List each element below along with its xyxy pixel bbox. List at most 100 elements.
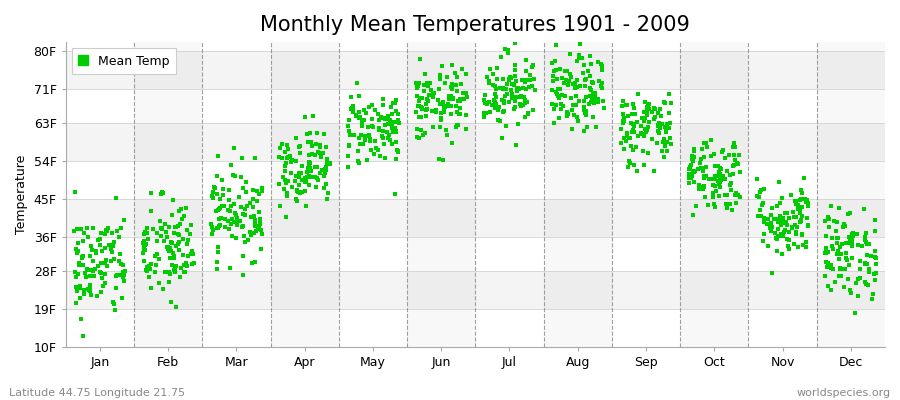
Point <box>278 163 293 169</box>
Point <box>859 260 873 267</box>
Point <box>697 140 711 146</box>
Point <box>308 152 322 158</box>
Point <box>361 124 375 130</box>
Point <box>824 235 839 242</box>
Point <box>355 122 369 129</box>
Point <box>570 58 584 64</box>
Point <box>821 260 835 266</box>
Point <box>295 162 310 169</box>
Point <box>696 186 710 192</box>
Point <box>843 290 858 296</box>
Point <box>416 132 430 138</box>
Point <box>622 134 636 141</box>
Point <box>626 147 640 154</box>
Point <box>724 206 739 213</box>
Point <box>428 107 443 113</box>
Point <box>842 286 857 293</box>
Point <box>659 126 673 132</box>
Point <box>867 271 881 278</box>
Point <box>86 247 100 254</box>
Point <box>616 111 631 118</box>
Point <box>308 164 322 170</box>
Point <box>412 56 427 63</box>
Point <box>751 212 765 219</box>
Point <box>236 185 250 191</box>
Point <box>273 203 287 209</box>
Point <box>572 83 587 89</box>
Point <box>660 148 674 154</box>
Point <box>712 178 726 185</box>
Point <box>341 164 356 170</box>
Point <box>785 225 799 231</box>
Point <box>420 96 435 102</box>
Point <box>700 144 715 150</box>
Bar <box>202 42 271 347</box>
Point <box>819 259 833 265</box>
Point <box>171 223 185 229</box>
Point <box>720 192 734 198</box>
Point <box>730 160 744 166</box>
Point <box>788 198 802 204</box>
Point <box>98 245 112 251</box>
Point <box>763 225 778 232</box>
Point <box>831 218 845 225</box>
Point <box>842 237 857 244</box>
Point <box>496 86 510 92</box>
Point <box>78 274 93 280</box>
Point <box>624 143 638 150</box>
Point <box>100 228 114 235</box>
Point <box>317 173 331 180</box>
Point <box>81 286 95 292</box>
Point <box>76 253 91 259</box>
Point <box>756 219 770 225</box>
Point <box>289 173 303 179</box>
Point <box>789 224 804 231</box>
Point <box>594 85 608 91</box>
Point <box>626 127 641 133</box>
Point <box>138 247 152 254</box>
Point <box>682 175 697 181</box>
Point <box>439 127 454 133</box>
Point <box>246 196 260 202</box>
Point <box>652 120 667 127</box>
Point <box>237 232 251 239</box>
Point <box>168 243 183 249</box>
Point <box>868 277 882 283</box>
Point <box>209 208 223 214</box>
Point <box>248 259 263 265</box>
Point <box>106 298 121 305</box>
Point <box>278 168 293 174</box>
Point <box>795 190 809 197</box>
Point <box>548 58 562 64</box>
Bar <box>66 199 885 237</box>
Point <box>300 173 314 180</box>
Point <box>454 81 468 87</box>
Point <box>281 154 295 160</box>
Point <box>616 119 630 126</box>
Point <box>578 77 592 83</box>
Point <box>317 184 331 191</box>
Point <box>550 91 564 97</box>
Point <box>434 115 448 121</box>
Point <box>519 77 534 84</box>
Point <box>708 174 723 181</box>
Point <box>284 153 298 160</box>
Point <box>247 229 261 236</box>
Point <box>694 156 708 162</box>
Point <box>253 216 267 222</box>
Point <box>91 237 105 243</box>
Point <box>634 130 649 136</box>
Bar <box>749 42 816 347</box>
Bar <box>475 42 544 347</box>
Point <box>757 231 771 237</box>
Point <box>364 147 379 153</box>
Point <box>431 86 446 92</box>
Point <box>68 269 82 275</box>
Point <box>389 156 403 162</box>
Point <box>688 203 703 209</box>
Point <box>80 224 94 231</box>
Point <box>818 218 832 224</box>
Point <box>175 216 189 222</box>
Point <box>496 109 510 116</box>
Point <box>512 86 526 92</box>
